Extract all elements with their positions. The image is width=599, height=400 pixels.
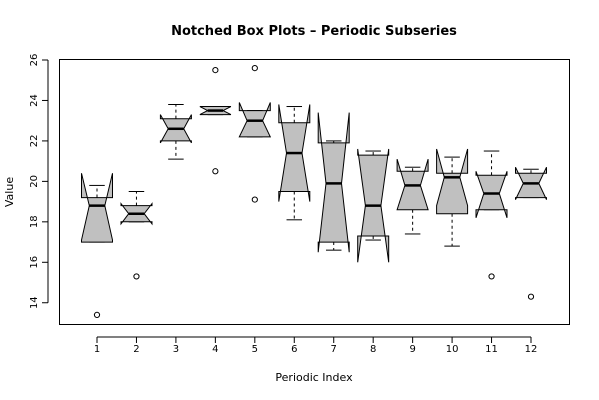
box-1 <box>81 173 113 318</box>
outlier-point <box>133 273 140 280</box>
notched-box <box>81 173 113 243</box>
box-2 <box>120 190 153 280</box>
y-tick-label: 20 <box>29 175 40 188</box>
x-tick-label: 8 <box>370 344 376 355</box>
outlier-point <box>212 168 219 175</box>
x-tick-label: 3 <box>173 344 179 355</box>
y-tick-label: 24 <box>29 94 40 107</box>
x-tick-label: 11 <box>485 344 498 355</box>
x-tick-label: 4 <box>212 344 218 355</box>
box-9 <box>396 158 429 235</box>
box-5 <box>238 64 272 203</box>
y-axis-label: Value <box>3 177 16 207</box>
plot-frame <box>59 59 570 325</box>
box-10 <box>436 148 469 247</box>
x-tick-label: 1 <box>94 344 100 355</box>
x-axis-label: Periodic Index <box>275 371 353 384</box>
y-tick-label: 14 <box>29 296 40 309</box>
outlier-point <box>251 196 258 203</box>
y-tick-label: 26 <box>29 54 40 67</box>
box-8 <box>357 148 390 263</box>
outlier-point <box>527 293 535 300</box>
outlier-point <box>488 273 495 280</box>
chart-title: Notched Box Plots – Periodic Subseries <box>171 24 457 39</box>
plot-area <box>81 64 547 318</box>
x-tick-label: 7 <box>331 344 337 355</box>
box-3 <box>159 104 192 160</box>
box-7 <box>317 112 350 253</box>
y-tick-label: 16 <box>29 256 40 269</box>
x-tick-label: 12 <box>525 344 538 355</box>
outlier-point <box>251 64 258 72</box>
box-11 <box>475 150 508 280</box>
x-tick-label: 6 <box>291 344 297 355</box>
box-12 <box>515 166 547 300</box>
x-tick-label: 2 <box>133 344 139 355</box>
box-6 <box>278 104 311 221</box>
y-tick-label: 22 <box>29 135 40 148</box>
y-tick-label: 18 <box>29 215 40 228</box>
outlier-point <box>93 311 101 318</box>
outlier-point <box>212 67 219 74</box>
x-tick-label: 10 <box>446 344 459 355</box>
box-4 <box>199 67 232 175</box>
y-axis: 14 16 18 20 22 24 26 <box>29 54 49 309</box>
x-tick-label: 9 <box>409 344 415 355</box>
x-axis: 1 2 3 4 5 6 7 8 9 10 11 12 <box>94 336 538 355</box>
x-tick-label: 5 <box>252 344 258 355</box>
notched-box <box>436 148 469 215</box>
